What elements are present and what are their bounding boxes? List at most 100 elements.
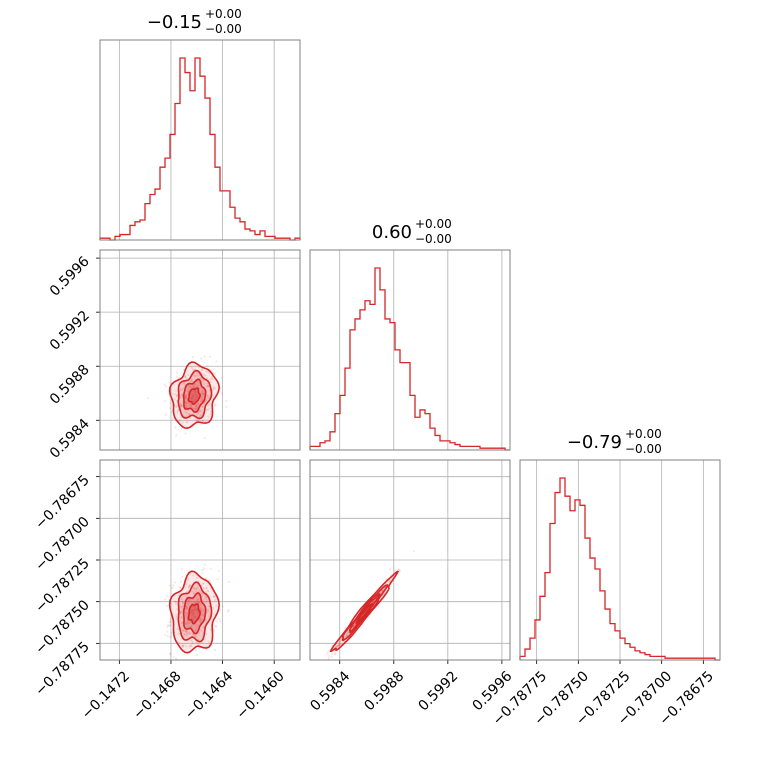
sample-point [191, 641, 194, 644]
sample-point [192, 611, 195, 614]
sample-point [195, 406, 198, 410]
sample-point [191, 633, 194, 636]
sample-point [327, 654, 330, 657]
sample-point [182, 629, 185, 632]
sample-point [215, 604, 218, 608]
sample-point [202, 378, 205, 382]
sample-point [182, 387, 185, 390]
x-tick-label: 0.5992 [415, 668, 461, 714]
histogram-2 [519, 477, 720, 661]
sample-point [169, 617, 172, 621]
sample-point [206, 589, 209, 592]
sample-point [191, 610, 194, 614]
sample-point [196, 642, 200, 645]
sample-point [198, 601, 201, 604]
sample-point [189, 625, 192, 628]
sample-point [203, 374, 206, 377]
sample-point [193, 615, 196, 619]
title-upper-error: +0.00 [205, 7, 242, 21]
sample-point [207, 396, 210, 399]
sample-point [173, 398, 176, 401]
sample-point [190, 378, 193, 381]
sample-point [185, 401, 188, 404]
sample-point [201, 406, 204, 409]
sample-point [188, 401, 191, 404]
sample-point [187, 390, 190, 393]
sample-point [176, 409, 179, 412]
sample-point [188, 384, 191, 388]
sample-point [189, 386, 192, 389]
sample-point [172, 383, 175, 386]
sample-point [184, 621, 187, 625]
sample-point [206, 394, 209, 398]
sample-point [213, 402, 216, 405]
sample-point [180, 427, 183, 430]
sample-point [194, 629, 197, 632]
sample-point [338, 641, 341, 644]
sample-point [184, 410, 187, 413]
sample-point [190, 639, 193, 643]
title-upper-error: +0.00 [415, 217, 452, 231]
sample-point [185, 605, 188, 608]
sample-point [381, 589, 384, 592]
sample-point [207, 605, 211, 608]
sample-point [198, 620, 202, 623]
sample-point [178, 620, 181, 623]
sample-point [202, 613, 205, 617]
sample-point [192, 395, 195, 398]
sample-point [200, 607, 203, 610]
sample-point [197, 394, 200, 397]
sample-point [193, 592, 196, 595]
sample-point [192, 384, 195, 387]
sample-point [178, 641, 181, 644]
sample-point [388, 580, 391, 583]
sample-point [200, 398, 203, 401]
sample-point [195, 587, 198, 590]
sample-point [333, 652, 336, 655]
sample-point [193, 616, 196, 619]
sample-point [227, 580, 230, 584]
sample-point [183, 632, 186, 636]
sample-point [200, 619, 203, 622]
sample-point [208, 355, 211, 358]
sample-point [192, 574, 195, 577]
sample-point [200, 400, 203, 403]
sample-point [339, 640, 342, 643]
sample-point [180, 388, 184, 391]
sample-point [194, 418, 197, 421]
sample-point [191, 380, 194, 383]
sample-point [345, 632, 348, 635]
sample-point [193, 375, 197, 378]
sample-point [175, 405, 178, 408]
sample-point [206, 611, 209, 614]
sample-point [203, 355, 206, 358]
sample-point [184, 396, 187, 399]
sample-point [181, 600, 184, 603]
sample-point [180, 393, 183, 396]
sample-point [190, 398, 193, 401]
sample-point [193, 608, 196, 611]
sample-point [192, 587, 195, 590]
sample-point [213, 598, 217, 602]
sample-point [352, 624, 356, 628]
sample-point [175, 434, 178, 437]
sample-point [185, 590, 188, 594]
sample-point [215, 360, 218, 363]
sample-point [195, 404, 198, 407]
sample-point [183, 630, 186, 633]
sample-point [190, 643, 194, 646]
sample-point [208, 372, 211, 375]
sample-point [196, 374, 199, 377]
sample-point [180, 598, 183, 601]
sample-point [200, 609, 203, 613]
sample-point [192, 385, 195, 388]
sample-point [168, 624, 171, 627]
sample-point [192, 613, 195, 616]
sample-point [347, 630, 350, 633]
sample-point [174, 389, 177, 392]
sample-point [165, 595, 168, 598]
sample-point [200, 368, 204, 371]
sample-point [184, 375, 187, 378]
sample-point [193, 606, 196, 609]
sample-point [192, 609, 195, 612]
